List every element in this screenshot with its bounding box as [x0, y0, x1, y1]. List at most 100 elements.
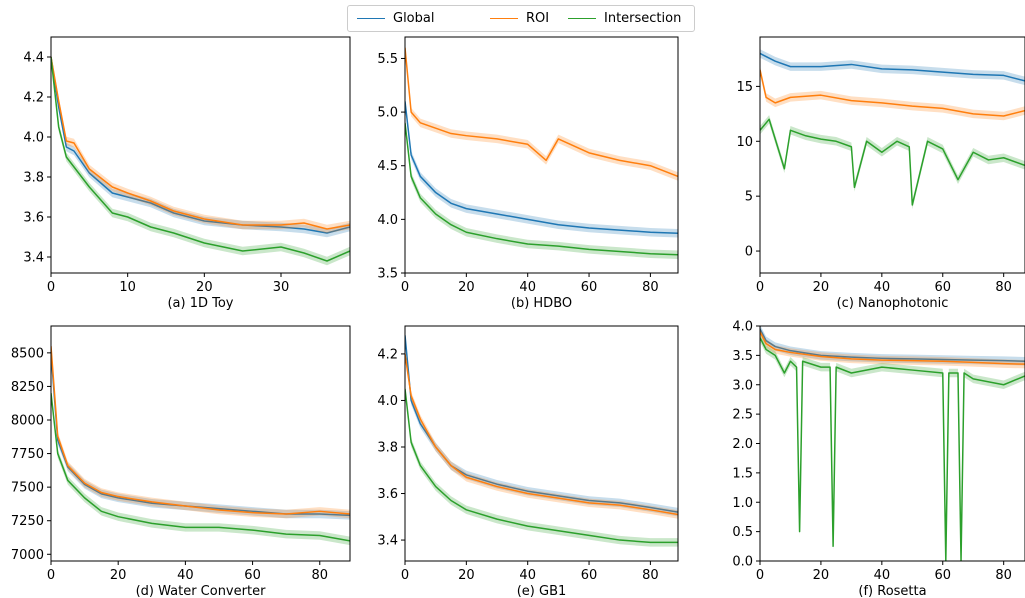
y-tick-label: 1.0 — [732, 496, 753, 511]
y-tick-label: 4.5 — [377, 159, 398, 174]
band-intersection — [405, 118, 678, 260]
band-global — [405, 331, 678, 517]
series-line-intersection — [51, 56, 350, 262]
y-tick-label: 4.2 — [377, 347, 398, 362]
panel-1: 0 10 20 30 3.4 3.6 3.8 4.0 4.2 4.4 (a) 1D Toy — [23, 36, 351, 311]
x-tick-label: 40 — [874, 568, 891, 583]
legend-item-global: Global — [357, 6, 434, 31]
y-tick-label: 7250 — [11, 514, 44, 529]
x-tick-label: 80 — [642, 280, 659, 295]
y-tick-label: 3.6 — [23, 211, 44, 226]
band-roi — [51, 341, 350, 519]
y-tick-label: 4.0 — [732, 320, 753, 335]
x-tick-label: 60 — [581, 568, 598, 583]
y-tick-label: 15 — [736, 80, 753, 95]
axes-frame — [404, 36, 679, 274]
series-line-roi — [405, 47, 678, 178]
x-tick-label: 80 — [995, 568, 1012, 583]
plot-area — [760, 326, 1025, 561]
legend-item-roi: ROI — [490, 6, 549, 31]
x-tick-label: 40 — [519, 280, 536, 295]
y-tick-label: 3.6 — [377, 487, 398, 502]
band-intersection — [760, 115, 1025, 210]
legend-label-global: Global — [393, 11, 435, 26]
axes-frame — [759, 36, 1025, 274]
x-tick-label: 60 — [934, 568, 951, 583]
legend-swatch-intersection — [568, 18, 596, 19]
panel-subtitle: (e) GB1 — [517, 584, 567, 598]
y-tick-label: 4.4 — [23, 51, 44, 66]
panel-subtitle: (d) Water Converter — [136, 584, 266, 598]
y-tick-label: 3.8 — [377, 440, 398, 455]
plot-area — [51, 341, 350, 546]
panel-3: 0 20 40 60 80 0 5 10 15 (c) Nanophotonic — [736, 36, 1025, 311]
x-tick-label: 60 — [581, 280, 598, 295]
band-roi — [405, 43, 678, 181]
axes-frame — [404, 325, 679, 562]
y-tick-label: 2.5 — [732, 408, 753, 423]
axes-frame — [50, 36, 351, 274]
y-tick-label: 8000 — [11, 414, 44, 429]
y-tick-label: 7750 — [11, 447, 44, 462]
x-tick-label: 0 — [47, 568, 55, 583]
legend-item-intersection: Intersection — [568, 6, 681, 31]
series-line-global — [405, 101, 678, 235]
x-tick-label: 80 — [642, 568, 659, 583]
x-tick-label: 10 — [119, 280, 136, 295]
y-tick-label: 0 — [745, 245, 753, 260]
band-intersection — [405, 384, 678, 547]
band-intersection — [51, 388, 350, 546]
y-tick-label: 3.5 — [732, 349, 753, 364]
band-roi — [760, 65, 1025, 121]
series-line-intersection — [405, 122, 678, 256]
series-line-global — [760, 328, 1025, 362]
y-tick-label: 0.5 — [732, 525, 753, 540]
x-tick-label: 40 — [874, 280, 891, 295]
y-tick-label: 3.5 — [377, 267, 398, 282]
x-tick-label: 40 — [177, 568, 194, 583]
y-tick-label: 10 — [736, 135, 753, 150]
series-line-roi — [760, 331, 1025, 365]
panel-5: 0 20 40 60 80 3.4 3.6 3.8 4.0 4.2 (e) GB1 — [377, 325, 679, 598]
x-tick-label: 40 — [519, 568, 536, 583]
series-line-global — [760, 52, 1025, 82]
panel-2: 0 20 40 60 80 3.5 4.0 4.5 5.0 5.5 (b) HDBO — [377, 36, 679, 311]
y-tick-label: 7500 — [11, 481, 44, 496]
y-tick-label: 7000 — [11, 548, 44, 563]
plot-area — [51, 52, 350, 266]
y-tick-label: 5.0 — [377, 106, 398, 121]
series-line-roi — [51, 56, 350, 230]
x-tick-label: 60 — [934, 280, 951, 295]
y-tick-label: 4.0 — [377, 394, 398, 409]
y-tick-label: 2.0 — [732, 437, 753, 452]
series-line-intersection — [51, 393, 350, 542]
x-tick-label: 0 — [401, 568, 409, 583]
band-global — [760, 49, 1025, 86]
x-tick-label: 20 — [813, 280, 830, 295]
y-tick-label: 5.5 — [377, 52, 398, 67]
series-line-global — [405, 335, 678, 513]
band-roi — [405, 349, 678, 519]
series-line-roi — [51, 346, 350, 515]
panel-subtitle: (c) Nanophotonic — [837, 296, 949, 311]
y-tick-label: 0.0 — [732, 555, 753, 570]
x-tick-label: 20 — [813, 568, 830, 583]
series-line-roi — [760, 69, 1025, 117]
band-global — [51, 348, 350, 520]
legend-swatch-global — [357, 18, 385, 19]
y-tick-label: 4.0 — [377, 213, 398, 228]
x-tick-label: 20 — [458, 568, 475, 583]
x-tick-label: 20 — [110, 568, 127, 583]
panel-subtitle: (f) Rosetta — [858, 584, 926, 598]
x-tick-label: 20 — [458, 280, 475, 295]
panel-subtitle: (a) 1D Toy — [167, 296, 233, 311]
plot-area — [405, 331, 678, 547]
y-tick-label: 1.5 — [732, 466, 753, 481]
legend-label-roi: ROI — [526, 11, 550, 26]
x-tick-label: 30 — [273, 280, 290, 295]
series-line-global — [51, 56, 350, 234]
x-tick-label: 80 — [995, 280, 1012, 295]
y-tick-label: 3.4 — [377, 534, 398, 549]
band-global — [51, 52, 350, 238]
